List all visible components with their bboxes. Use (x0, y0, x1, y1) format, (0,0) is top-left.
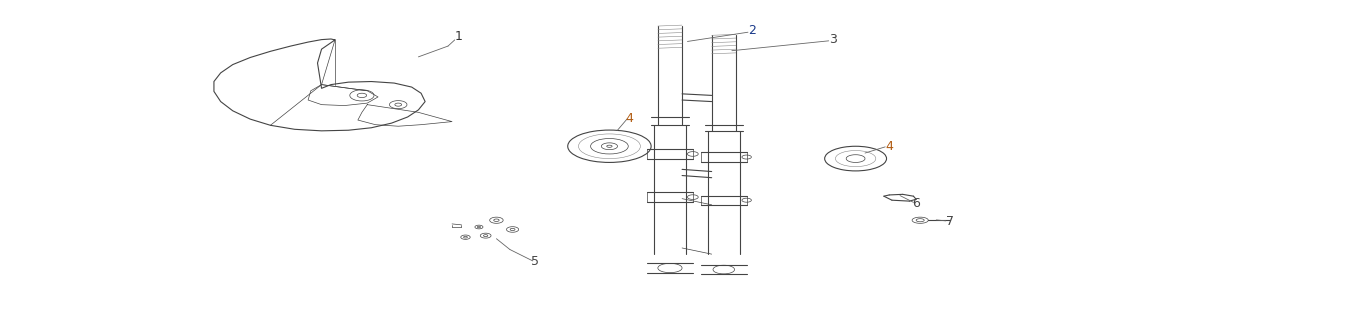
Text: 2: 2 (748, 24, 756, 37)
Text: 7: 7 (946, 215, 954, 228)
Text: 3: 3 (829, 33, 837, 46)
Text: 4: 4 (886, 140, 894, 153)
Text: 4: 4 (625, 112, 634, 125)
Text: 6: 6 (913, 197, 921, 210)
Text: 1: 1 (454, 30, 462, 43)
Text: 5: 5 (531, 255, 539, 268)
